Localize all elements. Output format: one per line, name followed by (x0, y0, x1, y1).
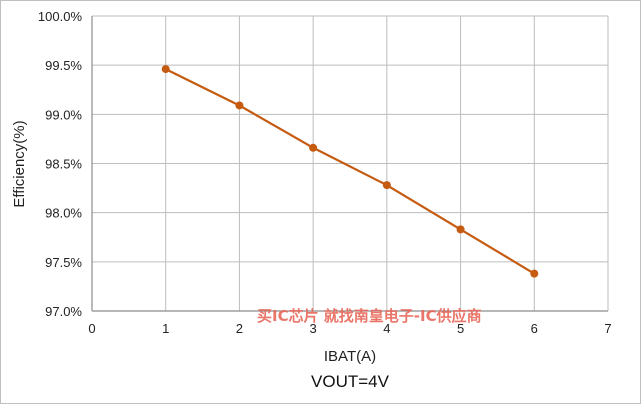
data-point-0-2 (309, 143, 318, 152)
y-tick-label-3: 98.5% (45, 157, 82, 172)
data-point-0-3 (382, 181, 391, 190)
data-point-0-0 (161, 65, 170, 74)
x-tick-label-1: 1 (162, 321, 169, 336)
x-axis-title: IBAT(A) (324, 348, 376, 365)
chart-caption: VOUT=4V (311, 372, 390, 391)
y-tick-label-6: 100.0% (38, 9, 83, 24)
y-tick-label-1: 97.5% (45, 255, 82, 270)
data-point-0-4 (456, 225, 465, 234)
data-point-0-5 (530, 269, 539, 278)
watermark-text: 买IC芯片 就找南皇电子-IC供应商 (257, 307, 482, 325)
x-tick-label-3: 3 (310, 321, 317, 336)
x-tick-label-2: 2 (236, 321, 243, 336)
axis-layer (91, 16, 608, 312)
y-tick-label-5: 99.5% (45, 58, 82, 73)
x-tick-label-0: 0 (88, 321, 95, 336)
y-tick-label-2: 98.0% (45, 206, 82, 221)
data-point-0-1 (235, 101, 244, 110)
x-tick-label-5: 5 (457, 321, 464, 336)
series-line-0 (165, 68, 535, 275)
x-tick-label-4: 4 (383, 321, 390, 336)
grid-layer (91, 15, 609, 312)
series-layer (161, 65, 539, 278)
y-axis-title: Efficiency(%) (11, 120, 28, 207)
x-tick-label-7: 7 (604, 321, 611, 336)
tick-label-layer: 0 1 2 3 4 5 6 7 97.0% 97.5% 98.0% 98.5% 99.0% 99.5% 10… (38, 9, 612, 336)
x-tick-label-6: 6 (531, 321, 538, 336)
y-tick-label-4: 99.0% (45, 107, 82, 122)
y-tick-label-0: 97.0% (45, 304, 82, 319)
